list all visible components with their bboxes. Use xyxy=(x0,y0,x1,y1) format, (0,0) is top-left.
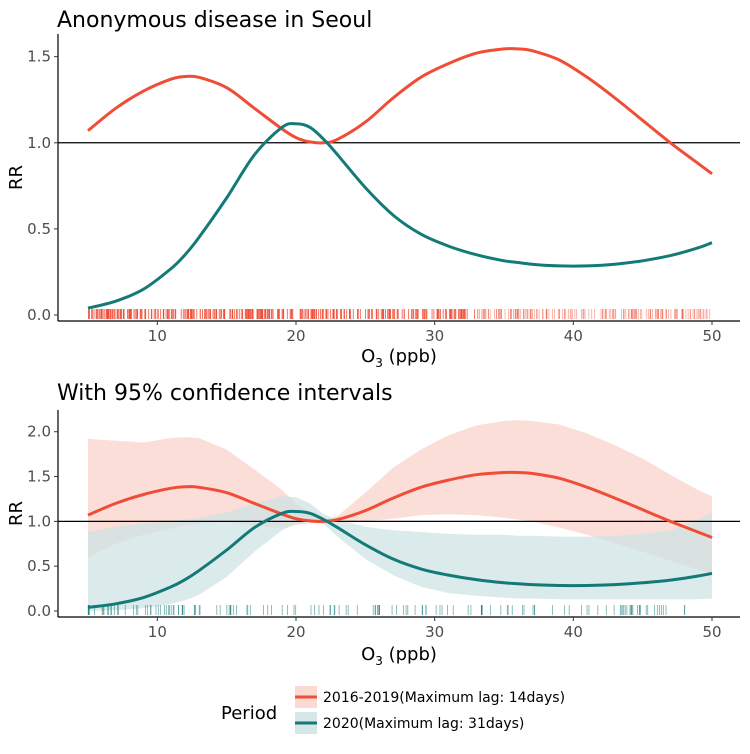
series-line-2016-2019 xyxy=(87,47,713,176)
chart-panel-2: With 95% confidence intervals 0.0 0.5 1.0 1.… xyxy=(6,381,740,668)
y-axis-label: RR xyxy=(6,165,27,190)
x-tick-label: 30 xyxy=(425,623,444,641)
series-line-2016-2019 xyxy=(87,470,713,539)
x-tick-label: 50 xyxy=(702,623,721,641)
rug-marks xyxy=(88,309,711,319)
y-axis-label: RR xyxy=(6,501,27,526)
y-tick-label: 0.0 xyxy=(27,306,51,324)
x-tick-label: 50 xyxy=(702,327,721,345)
y-tick-label: 0.5 xyxy=(27,220,51,238)
y-tick-label: 1.0 xyxy=(27,512,51,530)
legend: Period 2016-2019(Maximum lag: 14days) 2020… xyxy=(221,686,565,734)
x-tick-label: 10 xyxy=(148,623,167,641)
x-tick-label: 40 xyxy=(564,623,583,641)
y-tick-label: 1.0 xyxy=(27,134,51,152)
x-axis-label: O3 (ppb) xyxy=(361,346,437,370)
y-tick-label: 1.5 xyxy=(27,468,51,486)
chart-panel-1: Anonymous disease in Seoul 0.0 0.5 1.0 1.5 10… xyxy=(6,8,740,370)
y-tick-label: 0.5 xyxy=(27,557,51,575)
x-axis-label: O3 (ppb) xyxy=(361,644,437,668)
legend-item-label: 2020(Maximum lag: 31days) xyxy=(323,716,524,732)
legend-title: Period xyxy=(221,703,277,724)
chart-title: Anonymous disease in Seoul xyxy=(57,8,372,33)
x-tick-label: 40 xyxy=(564,327,583,345)
x-tick-label: 20 xyxy=(286,623,305,641)
y-tick-label: 1.5 xyxy=(27,48,51,66)
x-tick-label: 30 xyxy=(425,327,444,345)
rug-marks xyxy=(87,605,686,615)
series-line-2020 xyxy=(87,122,713,310)
ci-band-2020 xyxy=(88,496,712,611)
chart-title: With 95% confidence intervals xyxy=(57,381,393,406)
x-tick-label: 10 xyxy=(148,327,167,345)
x-tick-label: 20 xyxy=(286,327,305,345)
y-tick-label: 0.0 xyxy=(27,602,51,620)
y-tick-label: 2.0 xyxy=(27,423,51,441)
series-line-2020 xyxy=(87,509,713,609)
legend-item-label: 2016-2019(Maximum lag: 14days) xyxy=(323,690,565,706)
